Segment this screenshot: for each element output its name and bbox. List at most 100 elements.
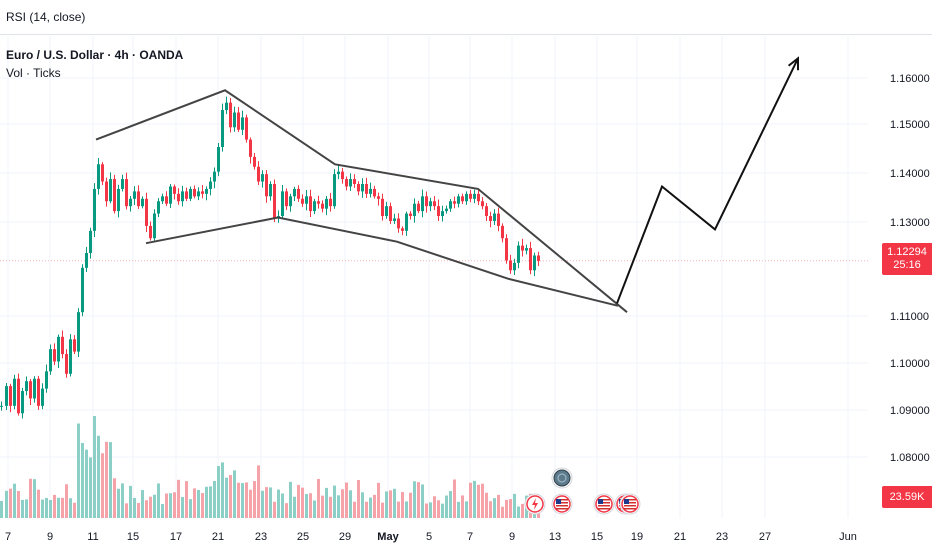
candle-body [85,253,88,268]
candle-body [177,193,180,202]
candle-body [517,245,520,263]
flag-stripe [556,508,568,510]
volume-bar [265,487,268,518]
grid [0,36,868,518]
volume-bar [13,483,16,518]
candle-body [53,349,56,362]
candle-body [201,191,204,194]
volume-legend[interactable]: Vol · Ticks [6,66,61,80]
candle-body [361,183,364,192]
volume-bar [145,500,148,518]
volume-bar [129,485,132,518]
time-tick-label: 25 [297,531,309,543]
candle-body [21,391,24,414]
candle-body [309,196,312,212]
candle-body [513,262,516,271]
candle-body [297,188,300,199]
rsi-indicator-label[interactable]: RSI (14, close) [6,10,86,24]
volume-bar [61,497,64,518]
candle-body [137,191,140,207]
earth-globe-icon [551,467,573,489]
volume-bar [301,487,304,518]
candle-body [205,188,208,194]
volume-bar [429,502,432,518]
candle-body [301,198,304,204]
candle-body [393,218,396,221]
volume-bar [385,491,388,518]
volume-bar [113,478,116,518]
flag-canton [624,499,629,504]
candle-body [181,191,184,202]
volume-bar [205,486,208,518]
time-tick-label: Jun [839,531,857,543]
volume-bar [441,503,444,518]
candle-body [317,201,320,204]
volume-bar [217,466,220,518]
candle-body [213,171,216,182]
volume-bar [177,479,180,518]
candle-body [281,191,284,217]
candle-body [389,206,392,221]
candle-body [233,112,236,128]
candle-body [253,156,256,167]
candle-body [385,206,388,217]
volume-bar [297,484,300,518]
volume-bar [25,499,28,518]
volume-bar [245,482,248,518]
volume-bar [377,482,380,518]
candle-body [129,198,132,207]
candle-body [417,203,420,212]
projection-path [616,57,799,304]
volume-bar [477,484,480,518]
flag-stripe [624,508,636,510]
last-price-tag: 1.12294 25:16 [882,243,932,275]
volume-bar [445,495,448,518]
globe-lines [557,473,567,483]
flag-stripe [598,508,610,510]
candle-body [241,117,244,130]
candle-body [501,225,504,239]
volume-bar [425,503,428,518]
candle-body [465,193,468,202]
volume-bar [141,490,144,518]
volume-bar [449,491,452,518]
candle-body [429,201,432,207]
wedge-trendline [95,89,628,313]
volume-bar [489,501,492,518]
volume-bar [337,495,340,518]
volume-bar [193,488,196,518]
volume-bar [393,488,396,518]
candle-body [169,186,172,204]
candle-body [509,260,512,271]
volume-bar [329,496,332,518]
volume-bar [33,479,36,518]
flag-stripe [598,502,610,504]
candle-body [457,196,460,204]
volume-bar [325,487,328,518]
candle-body [425,196,428,207]
price-axis: 1.16000 1.15000 1.14000 1.13000 1.11000 1.100… [890,73,930,464]
pane-divider[interactable] [0,34,932,35]
candle-body [73,339,76,352]
volume-bar [9,488,12,518]
volume-bar [253,481,256,518]
volume-bar [305,494,308,518]
volume-bar [249,489,252,518]
volume-bar [209,486,212,518]
candle-body [533,255,536,271]
volume-bar [221,462,224,518]
volume-bar [281,493,284,518]
globe-fill [553,469,571,487]
symbol-legend[interactable]: Euro / U.S. Dollar · 4h · OANDA [6,48,184,62]
volume-bar [461,495,464,518]
volume-bar [357,480,360,518]
volume-bar [225,477,228,518]
time-tick-label: 29 [339,531,351,543]
candle-body [33,378,36,399]
volume-bar [497,494,500,518]
volume-bar [53,494,56,518]
candle-body [449,201,452,209]
price-tick-label: 1.15000 [890,119,930,131]
candle-body [9,386,12,406]
